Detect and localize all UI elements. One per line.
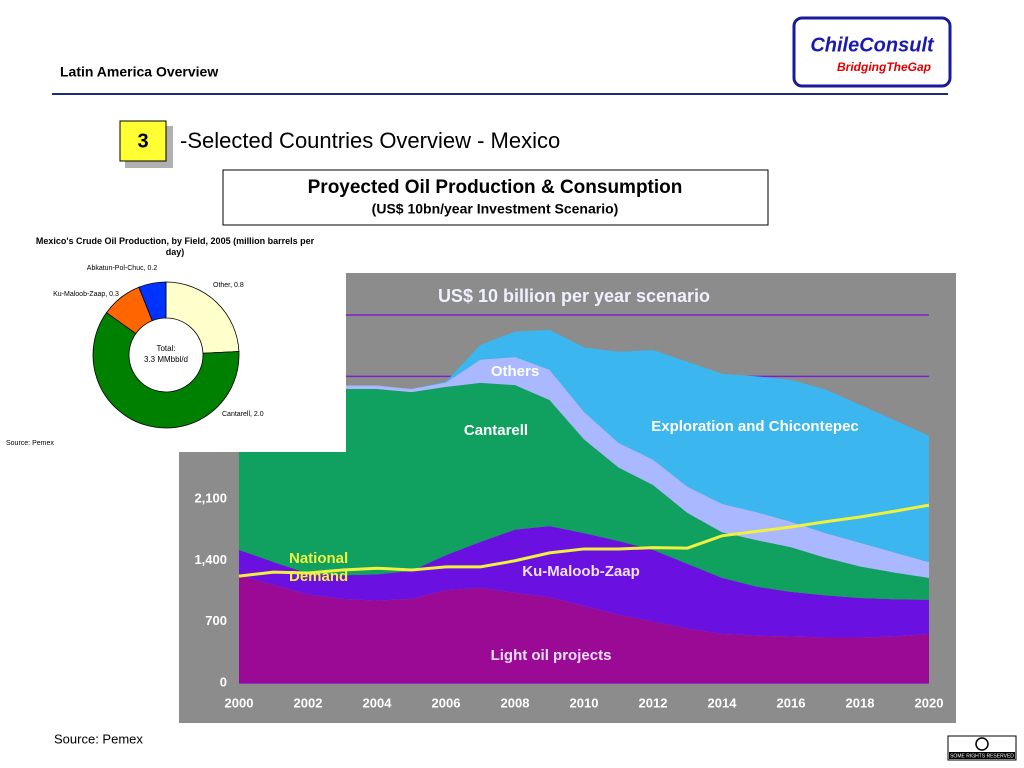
slice-label: Ku-Maloob-Zaap, 0.3 xyxy=(53,291,119,298)
section-number: 3 xyxy=(137,130,148,152)
center-label: Total: xyxy=(156,344,175,353)
chart-title: US$ 10 billion per year scenario xyxy=(438,286,710,306)
x-tick-label: 2020 xyxy=(915,695,944,710)
slice-label: Other, 0.8 xyxy=(213,282,244,289)
logo-tagline: BridgingTheGap xyxy=(837,60,931,74)
box-title: Proyected Oil Production & Consumption xyxy=(308,177,683,198)
section-number-box xyxy=(119,120,167,162)
inset-source: Source: Pemex xyxy=(6,440,54,447)
logo-name: ChileConsult xyxy=(810,34,935,56)
x-tick-label: 2014 xyxy=(708,695,738,710)
x-tick-label: 2008 xyxy=(501,695,530,710)
title-box xyxy=(222,169,769,226)
x-tick-label: 2004 xyxy=(363,695,393,710)
area-series xyxy=(239,357,929,578)
x-tick-label: 2012 xyxy=(639,695,668,710)
footer-source: Source: Pemex xyxy=(54,731,143,746)
x-tick-label: 2018 xyxy=(846,695,875,710)
center-label: 3.3 MMbbl/d xyxy=(144,355,188,364)
area-chart: US$ 10 billion per year scenario 0 700 1,40… xyxy=(194,286,943,711)
donut-slice xyxy=(92,312,240,429)
inset-title-box: Mexico's Crude Oil Production, by Field,… xyxy=(35,236,315,257)
y-tick-label: 2,100 xyxy=(194,490,227,505)
slide-title: Latin America Overview xyxy=(60,64,218,80)
series-label: Exploration and Chicontepec xyxy=(651,418,859,435)
x-tick-label: 2006 xyxy=(432,695,461,710)
x-tick-label: 2010 xyxy=(570,695,599,710)
series-label: Cantarell xyxy=(464,422,528,439)
series-label: Light oil projects xyxy=(491,647,612,664)
y-tick-label: 0 xyxy=(220,674,227,689)
x-tick-label: 2016 xyxy=(777,695,806,710)
slice-label: Abkatun-Pol-Chuc, 0.2 xyxy=(87,265,158,272)
area-series xyxy=(239,382,929,600)
logo-frame xyxy=(792,16,952,88)
inset-title: Mexico's Crude Oil Production, by Field,… xyxy=(35,236,315,257)
x-tick-label: 2002 xyxy=(294,695,323,710)
cc-icon xyxy=(975,737,989,751)
area-series xyxy=(239,575,929,683)
area-series xyxy=(239,329,929,563)
slice-label: Cantarell, 2.0 xyxy=(222,411,264,418)
box-subtitle: (US$ 10bn/year Investment Scenario) xyxy=(372,201,619,217)
line-label-box: National Demand xyxy=(289,550,349,585)
area-series xyxy=(239,526,929,638)
pie-chart: Mexico's Crude Oil Production, by Field,… xyxy=(0,228,346,452)
x-tick-label: 2000 xyxy=(225,695,254,710)
series-label: Others xyxy=(491,363,539,380)
y-tick-label: 1,400 xyxy=(194,552,227,567)
donut-slice xyxy=(138,281,167,322)
line-label: National Demand xyxy=(289,550,349,585)
section-title: -Selected Countries Overview - Mexico xyxy=(180,128,560,153)
y-tick-label: 700 xyxy=(205,613,227,628)
series-label: Ku-Maloob-Zaap xyxy=(522,563,640,580)
cc-text: SOME RIGHTS RESERVED xyxy=(950,753,1014,759)
demand-line xyxy=(238,503,930,578)
cc-band xyxy=(949,752,1015,759)
